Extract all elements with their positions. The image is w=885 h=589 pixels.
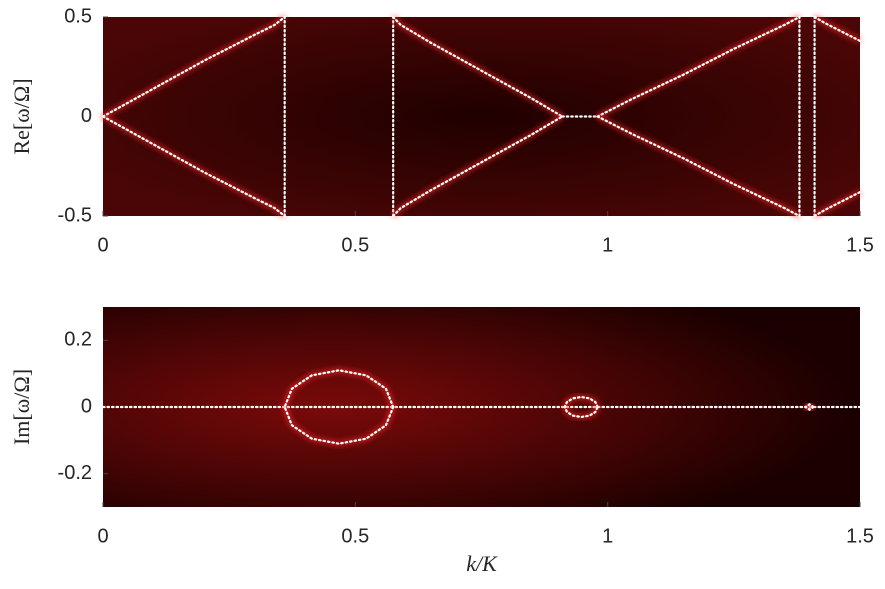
y-tick-label: 0.2 bbox=[64, 329, 92, 351]
x-axis-label: k/K bbox=[466, 551, 498, 576]
x-tick-label: 0.5 bbox=[341, 525, 369, 547]
y-tick-label: 0.5 bbox=[64, 5, 92, 27]
curve bbox=[101, 115, 286, 218]
curve bbox=[596, 15, 801, 118]
curve bbox=[803, 403, 815, 411]
y-axis-label: Re[ω/Ω] bbox=[9, 78, 34, 154]
curve bbox=[596, 115, 801, 218]
x-tick-label: 0 bbox=[97, 234, 108, 256]
x-tick-label: 1.5 bbox=[846, 234, 874, 256]
curve bbox=[813, 15, 862, 42]
y-tick-label: -0.2 bbox=[58, 462, 92, 484]
x-tick-label: 0 bbox=[97, 525, 108, 547]
y-axis-label: Im[ω/Ω] bbox=[9, 369, 34, 445]
curve bbox=[813, 191, 862, 218]
x-tick-label: 1 bbox=[602, 234, 613, 256]
plot-background bbox=[103, 17, 860, 216]
curve-glow bbox=[282, 368, 396, 446]
x-tick-label: 1.5 bbox=[846, 525, 874, 547]
x-tick-label: 0.5 bbox=[341, 234, 369, 256]
x-tick-label: 1 bbox=[602, 525, 613, 547]
curve bbox=[392, 115, 564, 218]
y-tick-label: 0 bbox=[81, 105, 92, 127]
curve bbox=[563, 395, 599, 419]
y-tick-label: 0 bbox=[81, 395, 92, 417]
y-tick-label: -0.5 bbox=[58, 204, 92, 226]
curve bbox=[101, 15, 286, 118]
curve bbox=[392, 15, 564, 118]
